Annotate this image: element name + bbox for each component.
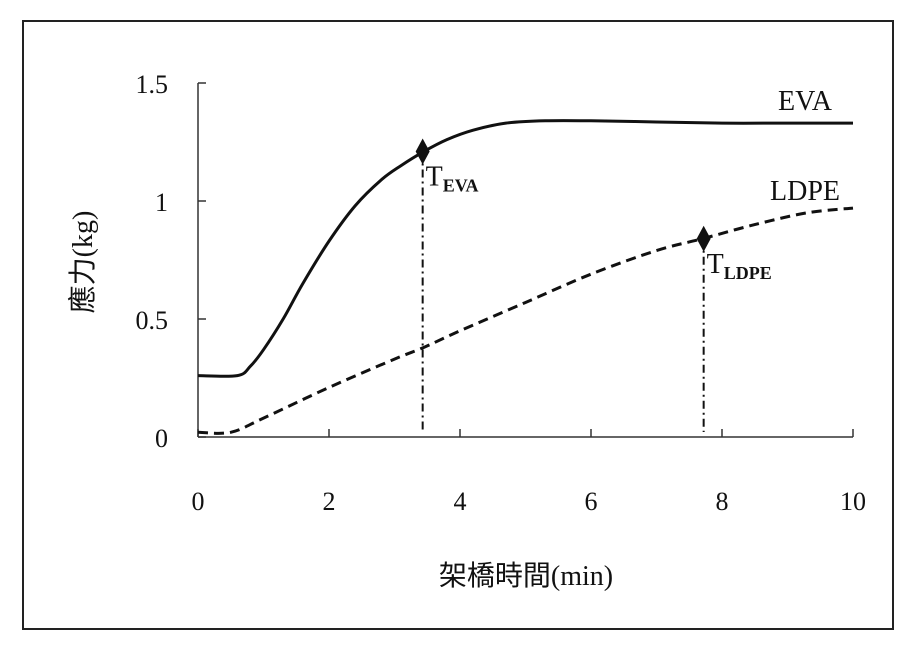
axes: 0 2 4 6 8 10 0 0.5 1 1.5 (136, 70, 867, 516)
annotation-main: T (426, 161, 443, 192)
series-label-eva: EVA (778, 86, 833, 117)
x-tick-label: 4 (454, 487, 467, 516)
chart-frame (22, 20, 894, 630)
x-tick-label: 0 (192, 487, 205, 516)
series-label-ldpe: LDPE (770, 176, 840, 207)
annotation-label: TLDPE (707, 249, 772, 283)
annotation-subscript: EVA (443, 175, 479, 195)
x-tick-label: 10 (840, 487, 866, 516)
diamond-marker (415, 138, 430, 165)
diamond-marker (696, 225, 711, 252)
y-tick-label: 1 (155, 188, 168, 217)
annotation-subscript: LDPE (724, 263, 772, 283)
series-line-eva (197, 119, 853, 378)
x-tick-label: 6 (585, 487, 598, 516)
y-axis-title: 應力(kg) (67, 211, 99, 314)
x-axis-title: 架橋時間(min) (439, 560, 613, 592)
y-tick-label: 1.5 (136, 70, 169, 99)
y-tick-label: 0 (155, 424, 168, 453)
series-line-ldpe (197, 206, 854, 435)
annotation-main: T (707, 249, 724, 280)
y-tick-label: 0.5 (136, 306, 169, 335)
x-tick-label: 2 (323, 487, 336, 516)
annotation-label: TEVA (426, 161, 479, 195)
x-tick-label: 8 (716, 487, 729, 516)
